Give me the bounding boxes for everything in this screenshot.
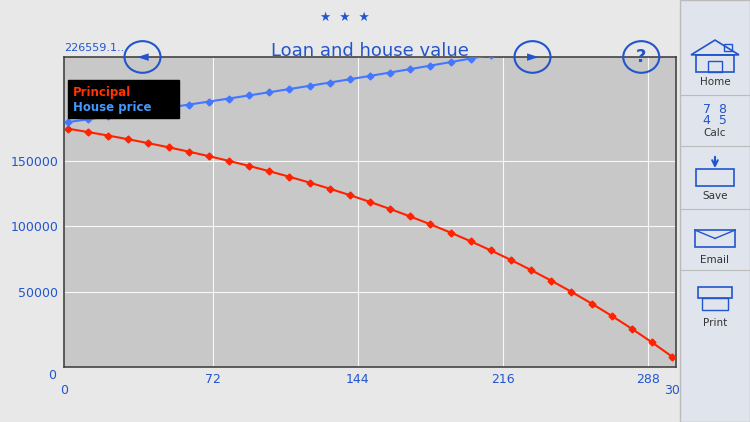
Text: Email: Email [700,254,730,265]
Text: ?: ? [636,48,646,66]
Text: Save: Save [702,191,727,201]
Text: House price: House price [73,101,152,114]
Text: ►: ► [526,49,538,65]
Text: 0: 0 [48,369,56,382]
Text: 0: 0 [60,384,68,397]
Text: Loan and house value: Loan and house value [271,42,469,60]
Text: 226559.1...: 226559.1... [64,43,128,53]
Text: ★  ★  ★: ★ ★ ★ [320,11,370,24]
Text: ◄: ◄ [136,49,148,65]
Text: 7  8: 7 8 [703,103,727,116]
Text: Print: Print [703,318,727,328]
Text: Home: Home [700,77,730,87]
Text: Calc: Calc [704,128,726,138]
Text: 300: 300 [664,384,688,397]
Text: Principal: Principal [73,86,131,99]
Text: 4  5: 4 5 [703,114,727,127]
